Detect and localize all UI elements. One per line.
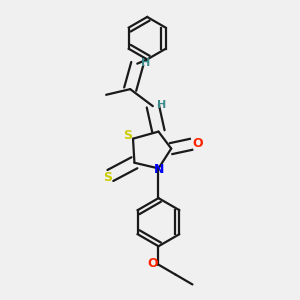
- Text: H: H: [157, 100, 166, 110]
- Text: O: O: [192, 137, 202, 150]
- Text: H: H: [141, 58, 150, 68]
- Text: S: S: [103, 171, 112, 184]
- Text: O: O: [147, 257, 158, 270]
- Text: S: S: [123, 129, 132, 142]
- Text: N: N: [154, 163, 164, 176]
